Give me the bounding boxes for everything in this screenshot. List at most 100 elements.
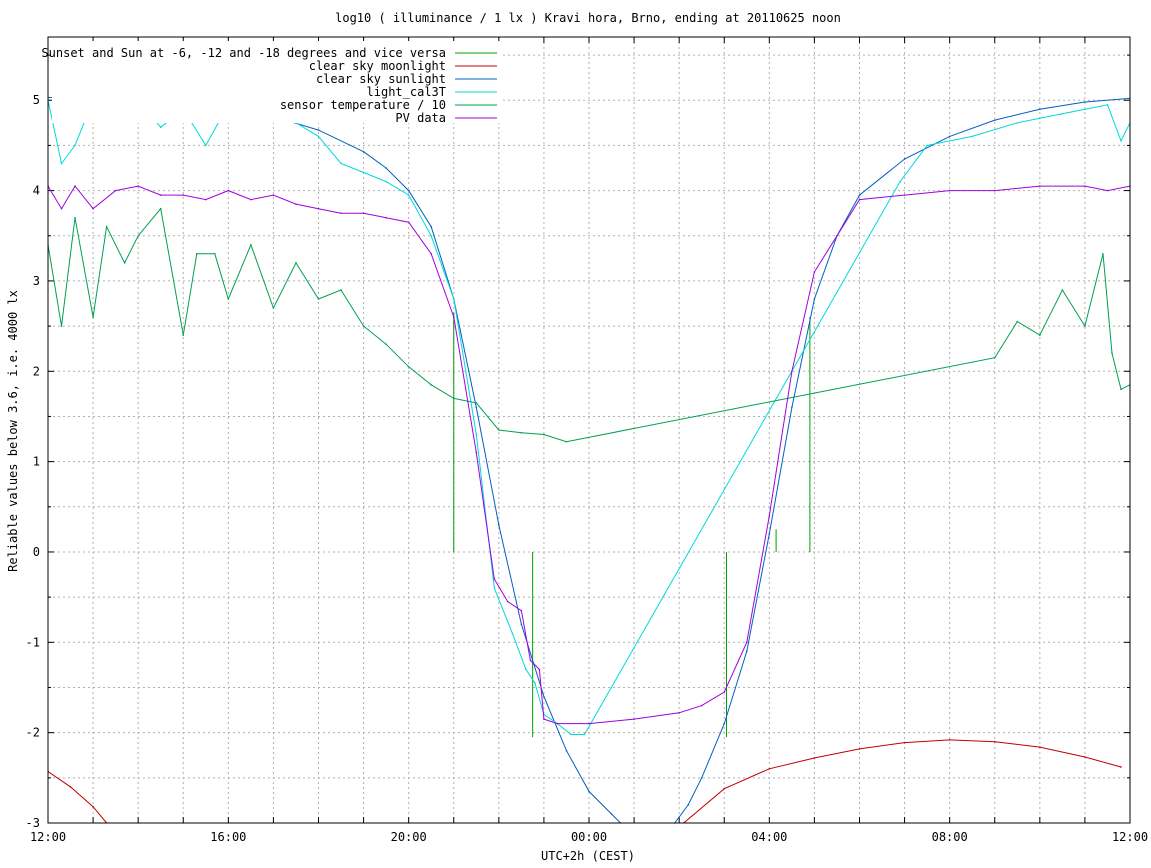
series-point (538, 668, 541, 671)
y-tick-label: 0 (33, 545, 40, 559)
legend-label: clear sky sunlight (316, 72, 446, 86)
series-point (1084, 325, 1086, 327)
series-point (493, 587, 496, 589)
series-point (92, 316, 94, 318)
series-point (1039, 185, 1041, 187)
series-point (92, 207, 94, 210)
series-point (1106, 189, 1109, 192)
series-point (678, 711, 680, 714)
series-point (723, 722, 726, 725)
series-point (858, 198, 861, 201)
series-point (182, 194, 185, 196)
series-point (227, 189, 230, 192)
series-point (272, 194, 275, 196)
series-point (1039, 108, 1041, 111)
series-point (340, 212, 342, 214)
series-point (723, 691, 726, 693)
series-point (123, 262, 126, 264)
series-point (1084, 756, 1086, 758)
series-point (1084, 108, 1086, 111)
series-point (1016, 122, 1019, 124)
series-point (74, 216, 76, 219)
series-point (948, 739, 951, 741)
x-tick-label: 20:00 (391, 830, 427, 844)
series-point (565, 440, 568, 443)
series-point (452, 298, 455, 300)
series-point (1102, 253, 1104, 255)
series-point (723, 787, 726, 790)
x-tick-label: 08:00 (932, 830, 968, 844)
series-point (700, 704, 703, 707)
series-point (813, 298, 816, 300)
series-point (385, 216, 387, 219)
series-point (317, 207, 320, 210)
y-tick-label: -3 (26, 816, 40, 830)
series-point (362, 325, 365, 327)
series-point (903, 741, 906, 744)
series-point (1061, 112, 1064, 115)
y-tick-label: 4 (33, 184, 40, 198)
x-tick-label: 12:00 (1112, 830, 1148, 844)
series-point (1120, 388, 1122, 391)
legend-label: clear sky moonlight (309, 59, 446, 73)
series-point (92, 805, 94, 808)
series-point (1016, 320, 1019, 323)
series-point (430, 225, 433, 228)
series-point (362, 212, 365, 214)
series-4 (48, 207, 1130, 443)
series-point (813, 271, 816, 273)
x-axis-label: UTC+2h (CEST) (541, 849, 635, 863)
series-point (475, 406, 478, 409)
series-point (182, 334, 185, 336)
series-point (159, 207, 162, 210)
series-point (385, 343, 387, 345)
series-point (633, 718, 635, 720)
y-tick-label: -1 (26, 635, 40, 649)
series-point (430, 234, 433, 237)
series-point (687, 804, 689, 806)
series-point (1111, 352, 1113, 355)
series-point (745, 650, 748, 653)
legend: Sunset and Sun at -6, -12 and -18 degree… (41, 41, 502, 125)
legend-label: Sunset and Sun at -6, -12 and -18 degree… (41, 46, 446, 60)
series-line (48, 185, 1130, 725)
series-point (250, 198, 252, 201)
series-point (137, 234, 139, 237)
series-point (204, 198, 207, 201)
series-point (520, 431, 523, 434)
series-point (993, 119, 996, 121)
series-point (362, 171, 365, 174)
series-point (407, 189, 410, 192)
series-point (700, 777, 703, 779)
series-point (791, 370, 793, 373)
series-point (899, 180, 901, 183)
series-point (407, 221, 410, 224)
series-point (1084, 101, 1086, 103)
series-point (791, 406, 793, 409)
y-axis-label: Reliable values below 3.6, i.e. 4000 lx (6, 290, 20, 572)
series-point (407, 365, 410, 368)
series-point (317, 135, 320, 138)
series-point (60, 162, 63, 165)
series-point (768, 533, 771, 535)
series-point (317, 298, 320, 300)
x-tick-label: 12:00 (30, 830, 66, 844)
series-point (543, 433, 545, 436)
series-point (903, 194, 906, 196)
series-point (543, 718, 545, 720)
series-point (556, 722, 559, 725)
series-point (475, 433, 478, 436)
series-point (295, 262, 297, 264)
series-point (340, 162, 342, 165)
series-point (565, 749, 568, 752)
axis-ticks: 12:00 16:00 20:00 00:00 04:00 08:00 12:00-3-2-… (26, 37, 1148, 844)
series-point (971, 135, 974, 138)
plot-frame (47, 36, 1131, 824)
series-point (69, 786, 72, 788)
series-point (452, 397, 455, 400)
series-point (948, 135, 951, 138)
series-point (993, 356, 996, 359)
series-point (250, 243, 252, 246)
